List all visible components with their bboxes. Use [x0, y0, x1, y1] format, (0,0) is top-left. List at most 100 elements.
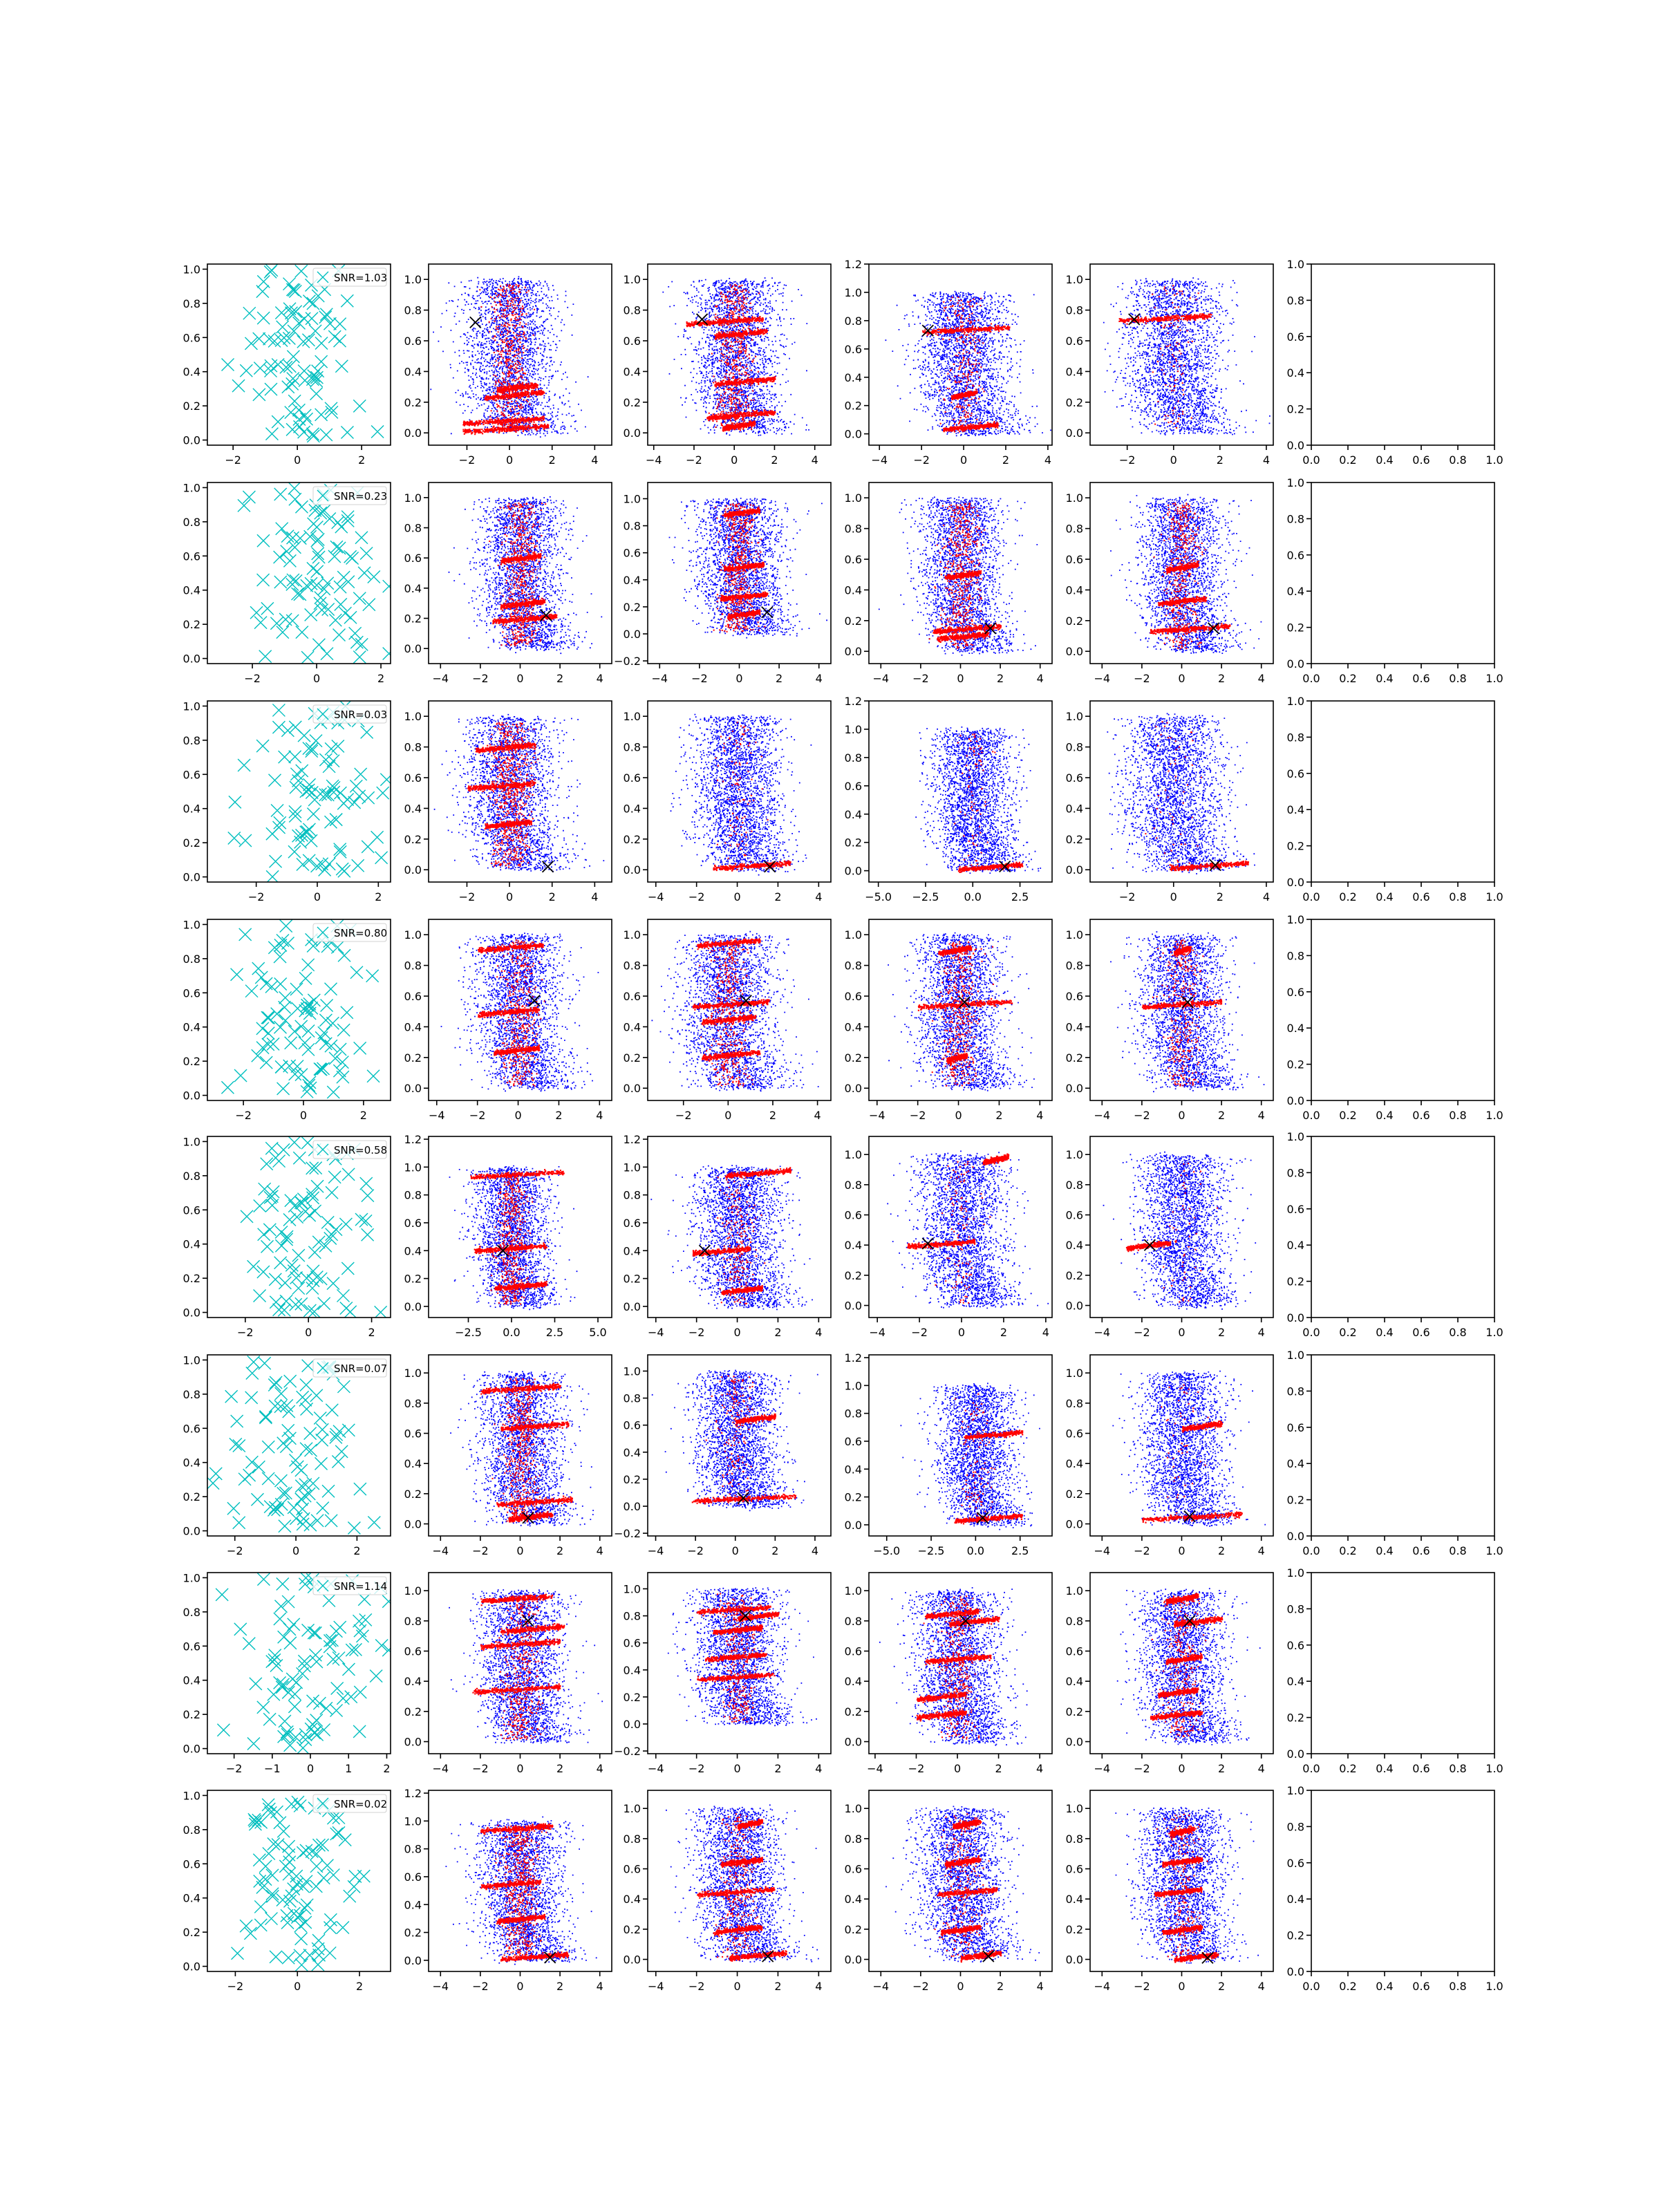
x-tick-label: 0: [957, 1980, 964, 1993]
y-tick-label: 0.6: [183, 550, 200, 563]
y-tick-label: 0.4: [183, 1238, 200, 1251]
plot-area: [1103, 277, 1271, 435]
y-tick-label: 0.4: [404, 802, 422, 815]
y-tick-label: 0.0: [404, 1082, 422, 1095]
y-tick-label: 0.8: [624, 304, 641, 317]
y-tick-label: 0.4: [404, 365, 422, 378]
x-tick-label: 0: [516, 672, 523, 685]
x-tick-label: 4: [596, 1109, 603, 1122]
x-tick-label: 2: [1000, 1326, 1007, 1339]
axes-frame: [647, 919, 832, 1101]
y-tick-label: 0.4: [1066, 1020, 1083, 1033]
x-tick-label: 2: [995, 1109, 1002, 1122]
empty-panel-row-7: 0.0 0.2 0.4 0.6 0.8 1.0 0.0 0.2 0.4 0.6 0.8 1.0: [1287, 1566, 1503, 1775]
x-tick-label: 0.6: [1412, 1109, 1430, 1122]
red-sample-points: [470, 1169, 565, 1305]
y-tick-label: 0.4: [1287, 1239, 1304, 1252]
posterior-panel-row-3-col-5: −2 0 2 4 0.0 0.2 0.4 0.6 0.8 1.0: [1066, 700, 1274, 903]
posterior-panel-row-8-col-2: −4 −2 0 2 4 0.0 0.2 0.4 0.6 0.8 1.0 1.2: [404, 1787, 612, 1993]
red-sample-points: [692, 938, 770, 1087]
blue-sample-points: [1110, 931, 1265, 1093]
observed-panel-row-1: −2 0 2 0.0 0.2 0.4 0.6 0.8 1.0 SNR=1.03: [183, 263, 391, 467]
posterior-panel-row-6-col-4: −5.0 −2.5 0.0 2.5 0.0 0.2 0.4 0.6 0.8 1.0 1.2: [845, 1351, 1053, 1557]
x-tick-label: −4: [872, 1980, 889, 1993]
y-tick-label: 0.6: [1287, 1203, 1304, 1216]
x-tick-label: −2: [912, 1980, 929, 1993]
y-tick-label: 0.4: [183, 366, 200, 379]
x-tick-label: 4: [1258, 1326, 1265, 1339]
y-tick-label: 1.0: [624, 710, 641, 723]
x-tick-label: 2: [377, 672, 384, 685]
plot-area: [207, 1355, 381, 1535]
y-tick-label: 0.4: [624, 1664, 641, 1677]
x-tick-label: −2: [691, 672, 708, 685]
axes-frame: [207, 1354, 391, 1537]
y-tick-label: 0.8: [1287, 949, 1304, 962]
x-tick-label: 0: [314, 890, 321, 903]
axes-frame: [428, 482, 612, 664]
posterior-panel-row-5-col-4: −4 −2 0 2 4 0.0 0.2 0.4 0.6 0.8 1.0: [845, 1136, 1053, 1339]
snr-legend-label: SNR=1.03: [334, 272, 387, 284]
y-tick-label: 0.2: [404, 612, 422, 626]
plot-area: [449, 1165, 578, 1311]
plot-area: [668, 498, 827, 639]
y-tick-label: 0.0: [1287, 1311, 1304, 1324]
x-tick-label: 2: [549, 453, 556, 467]
y-tick-label: 0.8: [624, 520, 641, 533]
x-tick-label: 0.2: [1339, 1544, 1356, 1557]
axes-frame: [1311, 482, 1495, 664]
observed-x-markers: [240, 1136, 388, 1318]
axes-frame: [1311, 263, 1495, 446]
plot-area: [1112, 1370, 1266, 1527]
y-tick-label: 0.6: [404, 771, 422, 785]
estimate-x-marker: [496, 1244, 509, 1257]
empty-panel-row-5: 0.0 0.2 0.4 0.6 0.8 1.0 0.0 0.2 0.4 0.6 0.8 1.0: [1287, 1130, 1503, 1339]
y-tick-label: 0.4: [404, 1020, 422, 1033]
x-tick-label: 2: [375, 890, 382, 903]
y-tick-label: 0.0: [624, 628, 641, 641]
y-tick-label: 1.0: [624, 273, 641, 286]
x-tick-label: 2: [997, 1980, 1004, 1993]
y-tick-label: 0.6: [1066, 1427, 1083, 1441]
y-tick-label: 0.2: [1287, 403, 1304, 416]
posterior-panel-row-5-col-5: −4 −2 0 2 4 0.0 0.2 0.4 0.6 0.8 1.0: [1066, 1136, 1274, 1339]
y-tick-label: −0.2: [614, 1745, 641, 1758]
x-tick-label: 0.0: [967, 1544, 984, 1557]
posterior-panel-row-1-col-5: −2 0 2 4 0.0 0.2 0.4 0.6 0.8 1.0: [1066, 263, 1274, 467]
red-sample-points: [1118, 285, 1212, 429]
axes-frame: [428, 1572, 612, 1754]
x-tick-label: −2: [227, 1544, 243, 1557]
estimate-x-marker: [921, 1237, 934, 1250]
x-tick-label: 4: [1263, 890, 1270, 903]
y-tick-label: 0.2: [1066, 396, 1083, 409]
x-tick-label: −4: [646, 453, 662, 467]
x-tick-label: 2.5: [1011, 890, 1029, 903]
y-tick-label: 0.0: [183, 1089, 200, 1103]
plot-area: [450, 1371, 594, 1527]
y-tick-label: 1.0: [1287, 258, 1304, 271]
estimate-x-marker: [958, 996, 971, 1009]
y-tick-label: 0.2: [1287, 1058, 1304, 1071]
y-tick-label: 0.2: [1287, 1494, 1304, 1507]
y-tick-label: 0.6: [624, 1863, 641, 1876]
x-tick-label: 1.0: [1485, 1326, 1503, 1339]
red-sample-points: [1125, 1163, 1218, 1303]
x-tick-label: 2: [556, 1980, 563, 1993]
x-tick-label: 2: [556, 1544, 563, 1557]
axes-frame: [1311, 1572, 1495, 1754]
snr-legend-label: SNR=1.14: [334, 1580, 387, 1593]
x-tick-label: −2: [688, 1980, 705, 1993]
y-tick-label: 0.0: [845, 865, 862, 878]
axes-frame: [1311, 1136, 1495, 1318]
y-tick-label: 0.0: [845, 1519, 862, 1532]
observed-x-markers: [231, 1795, 371, 1971]
posterior-panel-row-8-col-5: −4 −2 0 2 4 0.0 0.2 0.4 0.6 0.8 1.0: [1066, 1790, 1274, 1993]
x-tick-label: −4: [432, 1544, 449, 1557]
estimate-x-marker: [764, 861, 776, 873]
y-tick-label: 0.6: [1287, 1639, 1304, 1652]
plot-area: [670, 713, 812, 876]
y-tick-label: 0.6: [845, 553, 862, 566]
red-sample-points: [713, 722, 791, 872]
y-tick-label: 0.6: [404, 1871, 422, 1884]
y-tick-label: 0.0: [1287, 1530, 1304, 1543]
